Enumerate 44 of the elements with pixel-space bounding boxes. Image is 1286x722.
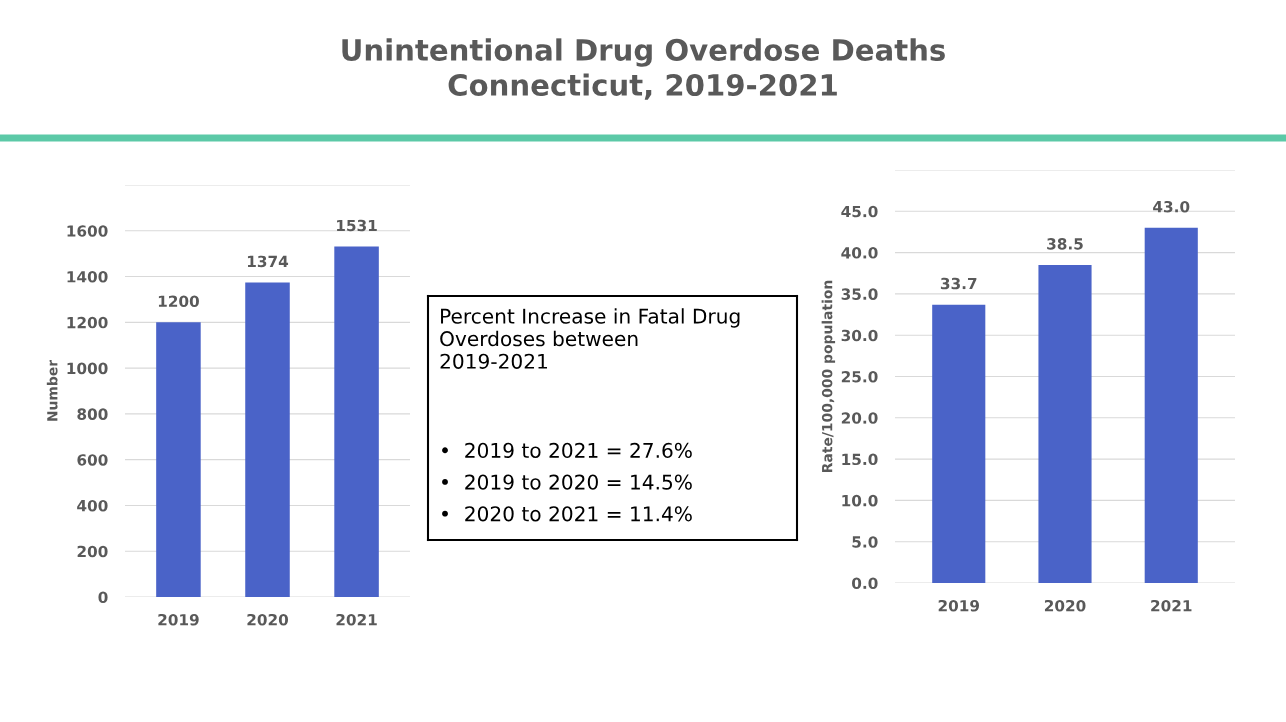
text: Percent Increase in Fatal Drug Overdoses between 2019-2021 — [440, 308, 740, 369]
bar — [156, 322, 201, 597]
x-tick-label: 2019 — [938, 599, 980, 612]
y-tick-label: 10.0 — [842, 494, 878, 507]
bar — [1038, 264, 1092, 583]
x-tick-label: 2020 — [247, 613, 289, 626]
y-tick-label: 25.0 — [841, 370, 878, 383]
y-tick-label: 45.0 — [841, 205, 878, 218]
data-label: 1374 — [247, 255, 289, 268]
x-tick-label: 2019 — [158, 613, 199, 626]
y-tick-label: 35.0 — [841, 288, 878, 300]
data-label: 33.7 — [940, 277, 977, 290]
text: • 2020 to 2021 = 11.4% — [442, 506, 692, 522]
x-tick-label: 2021 — [1151, 599, 1192, 612]
bar — [932, 304, 986, 583]
y-tick-label: 600 — [77, 454, 108, 466]
text: • 2019 to 2020 = 14.5% — [442, 474, 692, 490]
data-label: 1200 — [158, 295, 199, 308]
y-tick-label: 400 — [77, 499, 108, 512]
y-axis-title: Number — [46, 359, 58, 421]
y-tick-label: 1400 — [67, 271, 108, 283]
y-axis-title: Rate/100,000 population — [821, 280, 836, 473]
y-tick-label: 1200 — [67, 316, 108, 329]
x-tick-label: 2020 — [1044, 599, 1086, 612]
data-label: 43.0 — [1153, 200, 1190, 213]
y-tick-label: 20.0 — [841, 412, 878, 424]
y-tick-label: 40.0 — [841, 247, 878, 259]
x-tick-label: 2021 — [336, 613, 377, 626]
data-label: 1531 — [337, 219, 377, 232]
y-tick-label: 30.0 — [841, 329, 878, 342]
data-label: 38.5 — [1047, 238, 1083, 250]
y-tick-label: 15.0 — [842, 453, 878, 466]
bar — [245, 282, 290, 597]
bar — [334, 246, 379, 597]
y-tick-label: 1000 — [67, 362, 108, 375]
text: • 2019 to 2021 = 27.6% — [442, 442, 692, 458]
y-tick-label: 0.0 — [852, 577, 878, 590]
y-tick-label: 5.0 — [852, 536, 878, 548]
y-tick-label: 800 — [77, 408, 108, 420]
bar — [1144, 227, 1198, 583]
text: Unintentional Drug Overdose Deaths Connecticut, 2019-2021 — [342, 38, 945, 100]
y-tick-label: 200 — [77, 545, 108, 558]
y-tick-label: 1600 — [67, 225, 108, 237]
y-tick-label: 0 — [98, 591, 108, 604]
